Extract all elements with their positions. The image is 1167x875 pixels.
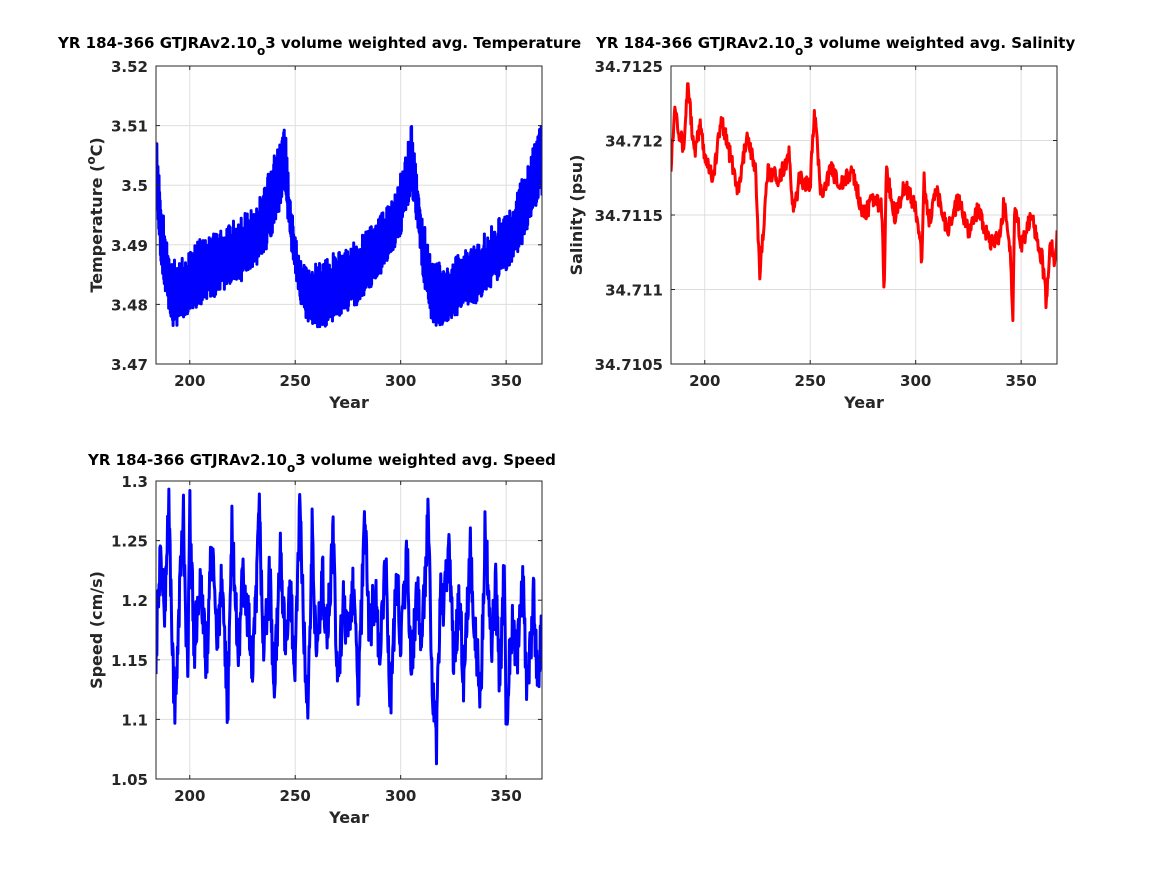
salinity-ytick-label-1: 34.711 (605, 282, 663, 300)
temperature-ytick-label-4: 3.51 (111, 118, 148, 136)
temperature-xtick-label-1: 250 (280, 372, 311, 390)
temperature-xtick-label-3: 350 (490, 372, 521, 390)
speed-chart: 200 250 300 350 1.05 1.1 1.15 1.2 1.25 1.3 Year Spe… (87, 451, 556, 827)
temperature-xtick-label-2: 300 (385, 372, 416, 390)
salinity-title: YR 184-366 GTJRAv2.10o3 volume weighted … (595, 34, 1075, 58)
temperature-xtick-label-0: 200 (174, 372, 205, 390)
temperature-plot-area (156, 66, 542, 364)
temperature-xlabel: Year (328, 393, 369, 412)
salinity-ytick-label-3: 34.712 (605, 133, 663, 151)
speed-ytick-label-4: 1.25 (111, 533, 148, 551)
speed-ytick-label-5: 1.3 (121, 473, 148, 491)
speed-ylabel: Speed (cm/s) (87, 571, 106, 689)
speed-xlabel: Year (328, 808, 369, 827)
speed-xtick-label-2: 300 (385, 787, 416, 805)
temperature-ylabel: Temperature (oC) (84, 137, 106, 292)
speed-ytick-label-0: 1.05 (111, 771, 148, 789)
speed-ytick-label-1: 1.1 (121, 711, 148, 729)
temperature-ytick-label-5: 3.52 (111, 58, 148, 76)
speed-ytick-label-2: 1.15 (111, 652, 148, 670)
salinity-xlabel: Year (843, 393, 884, 412)
speed-title: YR 184-366 GTJRAv2.10o3 volume weighted … (87, 451, 556, 475)
salinity-xtick-label-3: 350 (1005, 372, 1036, 390)
salinity-chart: 200 250 300 350 34.7105 34.711 34.7115 34.712 34… (567, 34, 1075, 412)
speed-xtick-label-3: 350 (490, 787, 521, 805)
salinity-ytick-label-0: 34.7105 (595, 356, 663, 374)
speed-xtick-label-0: 200 (174, 787, 205, 805)
salinity-xtick-label-2: 300 (900, 372, 931, 390)
salinity-xtick-label-1: 250 (795, 372, 826, 390)
salinity-ylabel: Salinity (psu) (567, 155, 586, 276)
temperature-title: YR 184-366 GTJRAv2.10o3 volume weighted … (57, 34, 581, 58)
salinity-xtick-label-0: 200 (689, 372, 720, 390)
salinity-ytick-label-2: 34.7115 (595, 207, 663, 225)
temperature-ytick-label-3: 3.5 (121, 177, 148, 195)
temperature-ytick-label-1: 3.48 (111, 296, 148, 314)
speed-xtick-label-1: 250 (280, 787, 311, 805)
temperature-ytick-label-0: 3.47 (111, 356, 148, 374)
speed-ytick-label-3: 1.2 (121, 592, 148, 610)
salinity-ytick-label-4: 34.7125 (595, 58, 663, 76)
temperature-chart: 200 250 300 350 3.47 3.48 3.49 3.5 3.51 3.52 Year T… (57, 34, 581, 412)
temperature-ytick-label-2: 3.49 (111, 237, 148, 255)
